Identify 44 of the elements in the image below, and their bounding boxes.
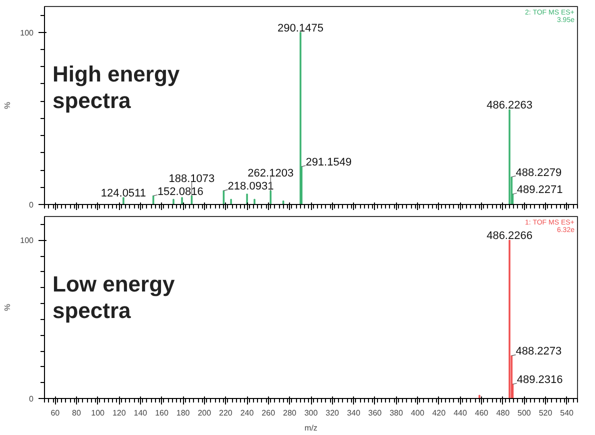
x-axis-title: m/z — [304, 424, 318, 432]
y-tick-label: 100 — [20, 28, 34, 38]
x-tick-label: 180 — [176, 408, 190, 418]
x-tick-label: 300 — [304, 408, 318, 418]
annotation: 262.1203 — [248, 168, 294, 180]
annotation: Low energy spectra — [52, 272, 176, 323]
y-axis-title: % — [3, 102, 12, 110]
x-tick-label: 460 — [474, 408, 489, 418]
x-tick-label: 240 — [240, 408, 254, 418]
x-tick-label: 60 — [50, 408, 60, 418]
x-tick-label: 480 — [496, 408, 510, 418]
annotation: 489.2316 — [516, 374, 563, 386]
x-tick-label: 540 — [560, 408, 574, 418]
y-tick-label: 100 — [20, 236, 34, 246]
x-tick-label: 340 — [346, 408, 361, 418]
y-axis-title: % — [3, 304, 12, 312]
annotation: 188.1073 — [168, 172, 215, 185]
x-tick-label: 280 — [283, 408, 297, 418]
x-tick-label: 80 — [72, 408, 82, 418]
annotation: High energy spectra — [52, 62, 180, 113]
x-tick-label: 380 — [390, 408, 404, 418]
x-tick-label: 400 — [410, 408, 425, 418]
x-tick-label: 100 — [91, 408, 106, 418]
x-tick-label: 160 — [155, 408, 169, 418]
annotation: 486.2263 — [486, 100, 532, 112]
annotation: 291.1549 — [306, 156, 352, 169]
annotation: 488.2273 — [516, 346, 562, 358]
x-tick-label: 500 — [518, 408, 532, 418]
x-tick-label: 320 — [326, 408, 340, 418]
annotation: 290.1475 — [278, 22, 324, 34]
x-tick-label: 360 — [368, 408, 382, 418]
x-tick-label: 140 — [134, 408, 148, 418]
x-tick-label: 420 — [432, 408, 446, 418]
annotation: 488.2279 — [516, 166, 562, 179]
y-tick-label: 0 — [29, 200, 34, 210]
x-tick-label: 260 — [262, 408, 276, 418]
x-tick-label: 120 — [112, 408, 126, 418]
x-tick-label: 440 — [454, 408, 468, 418]
annotation: 489.2271 — [516, 184, 563, 196]
x-tick-label: 220 — [219, 408, 233, 418]
y-tick-label: 0 — [29, 394, 34, 404]
x-tick-label: 520 — [538, 408, 553, 418]
x-tick-label: 200 — [198, 408, 212, 418]
annotation: 124.0511 — [100, 188, 146, 200]
